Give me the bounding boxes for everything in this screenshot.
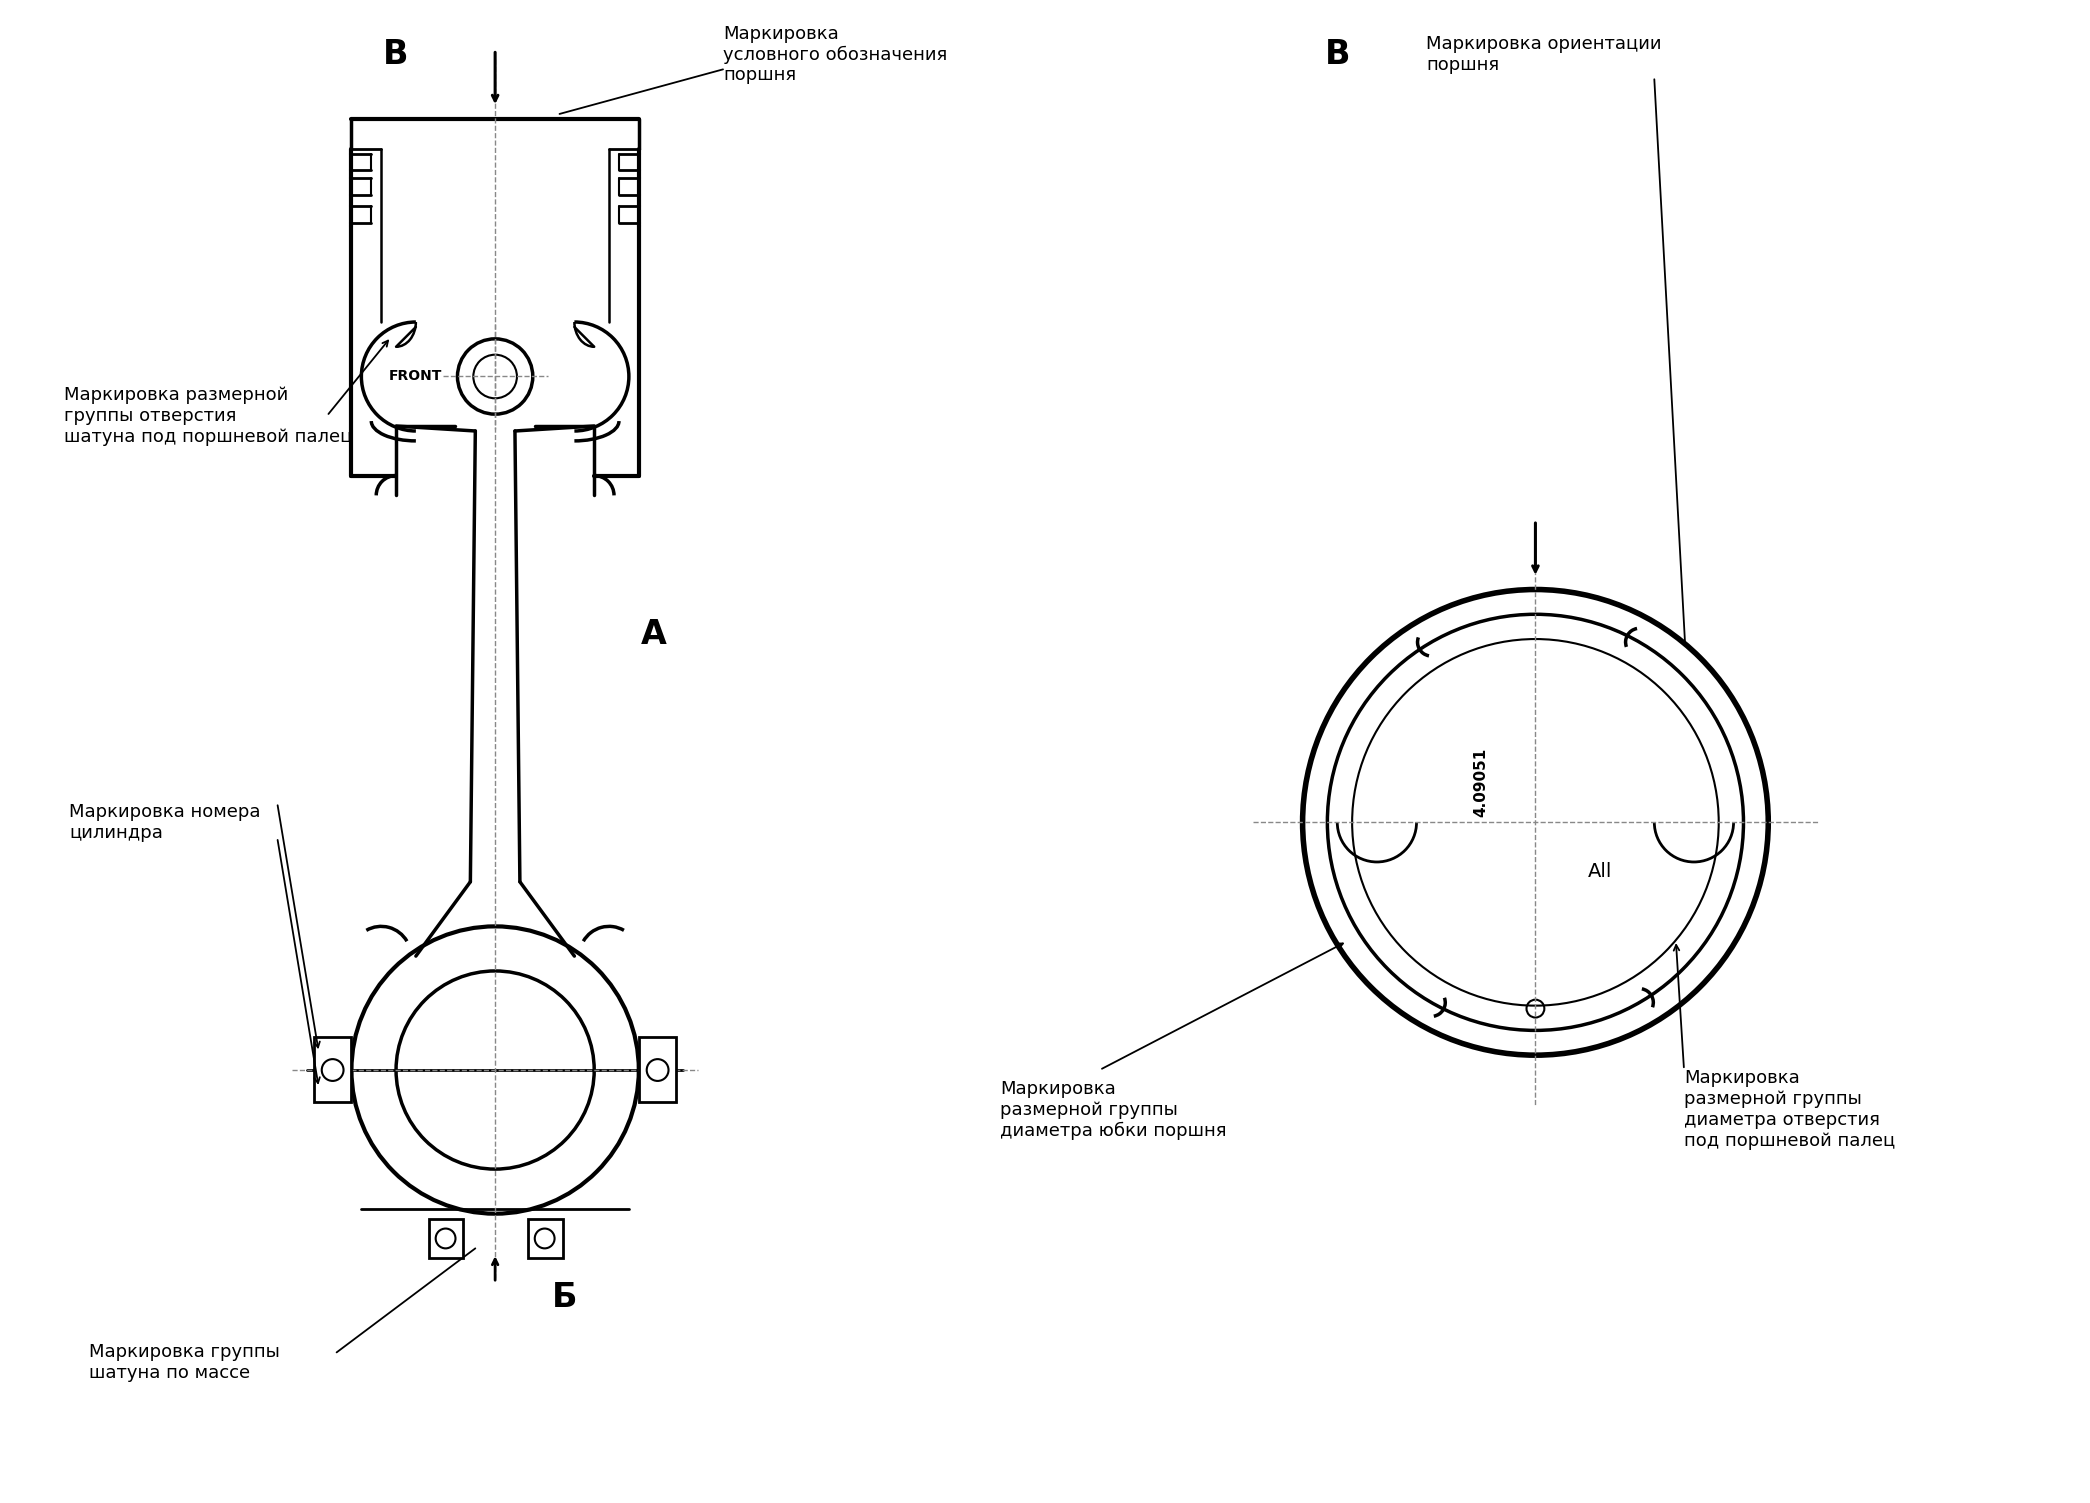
Text: Маркировка
размерной группы
диаметра юбки поршня: Маркировка размерной группы диаметра юбк…	[1001, 1079, 1227, 1139]
Text: Маркировка размерной
группы отверстия
шатуна под поршневой палец: Маркировка размерной группы отверстия ша…	[65, 386, 353, 446]
Text: Маркировка группы
шатуна по массе: Маркировка группы шатуна по массе	[90, 1342, 280, 1381]
Text: В: В	[1325, 38, 1350, 71]
Text: FRONT: FRONT	[389, 370, 443, 383]
Bar	[428, 1219, 464, 1258]
Text: В: В	[382, 38, 410, 71]
Text: А: А	[642, 618, 667, 651]
Text: Маркировка номера
цилиндра: Маркировка номера цилиндра	[69, 803, 261, 842]
Text: Маркировка
размерной группы
диаметра отверстия
под поршневой палец: Маркировка размерной группы диаметра отв…	[1685, 1070, 1896, 1150]
Bar	[529, 1219, 562, 1258]
Bar	[314, 1037, 351, 1102]
Text: Маркировка ориентации
поршня: Маркировка ориентации поршня	[1427, 35, 1662, 74]
Text: Маркировка
условного обозначения
поршня: Маркировка условного обозначения поршня	[723, 24, 947, 84]
Text: Б: Б	[552, 1282, 577, 1315]
Bar	[640, 1037, 677, 1102]
Text: 4.09051: 4.09051	[1473, 748, 1488, 818]
Text: All: All	[1588, 863, 1611, 881]
